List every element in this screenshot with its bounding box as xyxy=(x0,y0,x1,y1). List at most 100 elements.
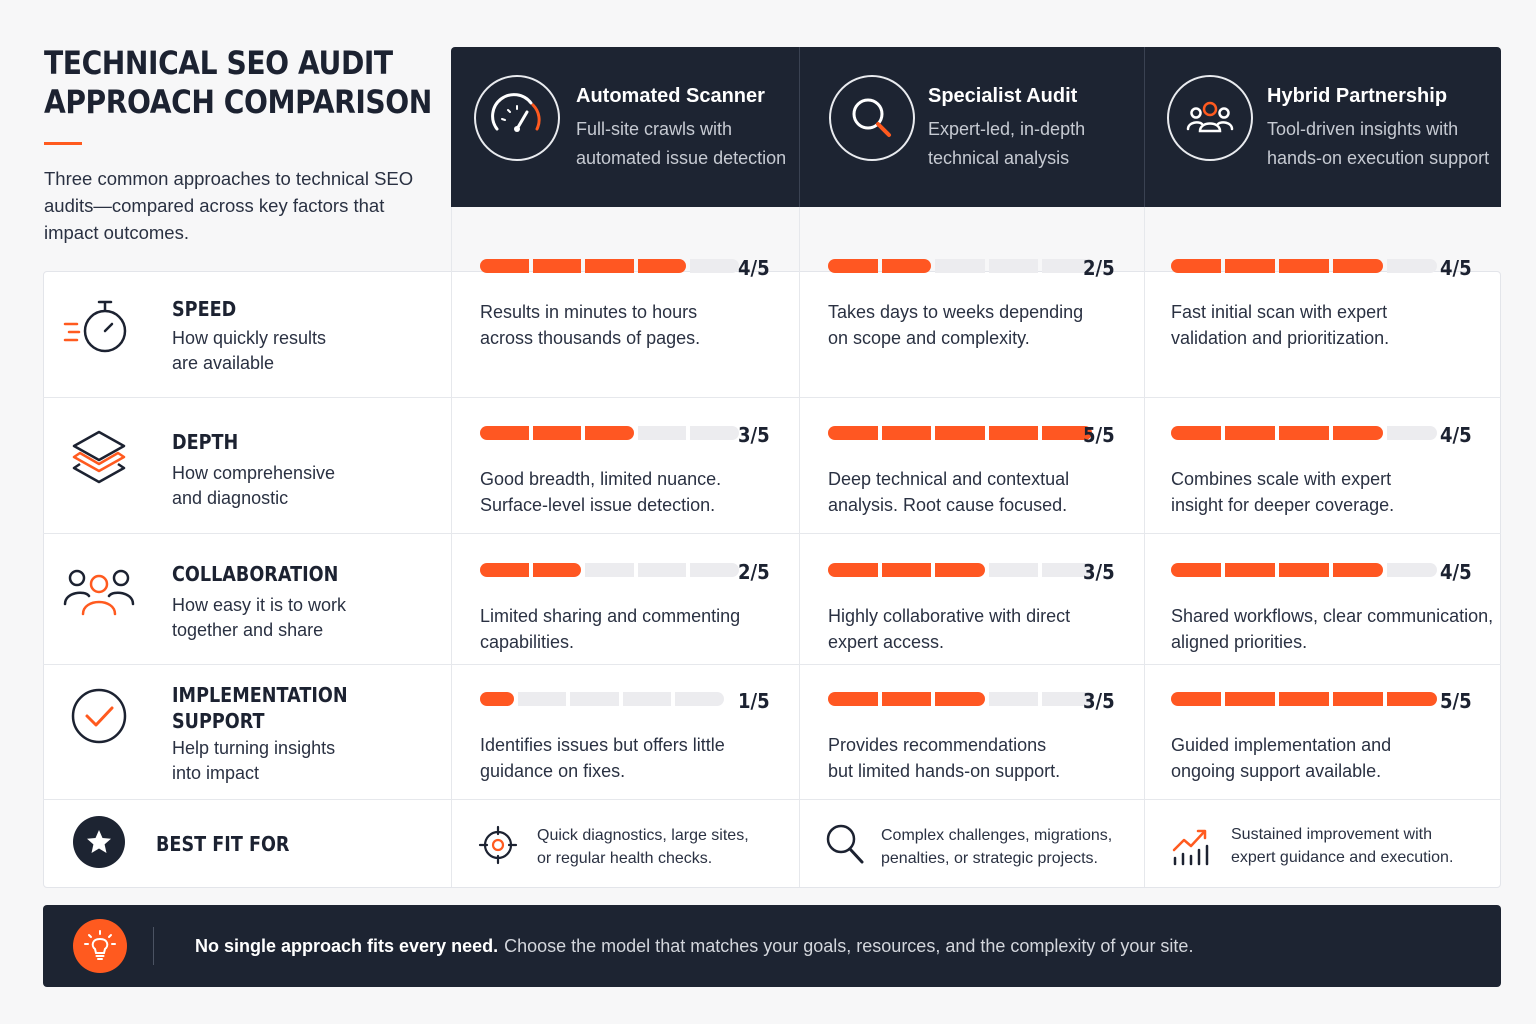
page-title: TECHNICAL SEO AUDIT APPROACH COMPARISON xyxy=(44,44,432,121)
comparison-table xyxy=(43,271,1501,888)
cell-description: Results in minutes to hours across thousa… xyxy=(480,302,701,348)
score-segment xyxy=(1225,692,1275,706)
score-segment xyxy=(637,426,686,440)
magnifier-icon xyxy=(829,75,915,161)
lightbulb-icon xyxy=(73,919,127,973)
score-segment xyxy=(1171,692,1221,706)
factor-speed-desc: How quickly results are available xyxy=(172,328,327,373)
factor-collaboration-desc: How easy it is to work together and shar… xyxy=(172,595,347,640)
score-segment xyxy=(1279,563,1329,577)
score-segment xyxy=(480,259,529,273)
column-divider xyxy=(451,207,452,887)
score-label: 3/5 xyxy=(738,423,770,447)
score-segment xyxy=(480,692,514,706)
score-segment xyxy=(881,426,931,440)
score-segment xyxy=(1225,563,1275,577)
title-accent-line xyxy=(44,142,82,145)
layers-icon xyxy=(62,428,136,490)
score-segment xyxy=(532,259,581,273)
column-divider xyxy=(799,207,800,887)
score-label: 1/5 xyxy=(738,689,770,713)
approach-header: Automated Scanner Full-site crawls with … xyxy=(451,47,1501,207)
score-bar-speed-hybrid xyxy=(1171,259,1437,273)
factor-implementation-title: IMPLEMENTATION SUPPORT xyxy=(172,683,348,733)
score-segment xyxy=(1171,563,1221,577)
score-segment xyxy=(480,426,529,440)
score-segment xyxy=(622,692,672,706)
page-subtitle: Three common approaches to technical SEO… xyxy=(44,168,414,243)
score-bar-collaboration-specialist xyxy=(828,563,1092,577)
score-bar-collaboration-automated xyxy=(480,563,739,577)
score-segment xyxy=(690,563,739,577)
score-segment xyxy=(1225,426,1275,440)
score-segment xyxy=(637,259,686,273)
best-fit-hybrid: Sustained improvement with expert guidan… xyxy=(1231,826,1454,866)
column-divider xyxy=(1144,207,1145,887)
growth-chart-icon xyxy=(1170,824,1214,873)
score-label: 4/5 xyxy=(1440,560,1472,584)
score-segment xyxy=(935,692,985,706)
score-segment xyxy=(1279,259,1329,273)
score-segment xyxy=(881,692,931,706)
cell-description: Provides recommendations but limited hand… xyxy=(828,735,1061,781)
score-bar-implementation-automated xyxy=(480,692,724,706)
score-segment xyxy=(1333,692,1383,706)
approach-hybrid-partnership: Hybrid Partnership Tool-driven insights … xyxy=(1144,47,1501,207)
team-icon xyxy=(1167,75,1253,161)
score-label: 5/5 xyxy=(1083,423,1115,447)
score-segment xyxy=(828,426,878,440)
approach-automated-scanner: Automated Scanner Full-site crawls with … xyxy=(451,47,799,207)
score-label: 4/5 xyxy=(1440,423,1472,447)
score-segment xyxy=(1042,426,1092,440)
best-fit-automated: Quick diagnostics, large sites, or regul… xyxy=(537,827,749,867)
score-label: 2/5 xyxy=(738,560,770,584)
factor-collaboration-title: COLLABORATION xyxy=(172,562,339,586)
check-circle-icon xyxy=(62,686,136,746)
score-bar-collaboration-hybrid xyxy=(1171,563,1437,577)
speedometer-icon xyxy=(474,75,560,161)
score-bar-speed-specialist xyxy=(828,259,1092,273)
score-label: 5/5 xyxy=(1440,689,1472,713)
score-segment xyxy=(1387,563,1437,577)
score-segment xyxy=(1387,692,1437,706)
row-divider xyxy=(43,397,1501,398)
score-label: 3/5 xyxy=(1083,689,1115,713)
score-segment xyxy=(988,692,1038,706)
score-segment xyxy=(1279,426,1329,440)
score-segment xyxy=(585,563,634,577)
score-label: 3/5 xyxy=(1083,560,1115,584)
score-bar-implementation-hybrid xyxy=(1171,692,1437,706)
score-segment xyxy=(1279,692,1329,706)
row-divider xyxy=(43,799,1501,800)
score-label: 2/5 xyxy=(1083,256,1115,280)
score-segment xyxy=(675,692,724,706)
score-bar-depth-hybrid xyxy=(1171,426,1437,440)
score-label: 4/5 xyxy=(738,256,770,280)
score-segment xyxy=(1387,259,1437,273)
score-segment xyxy=(988,426,1038,440)
score-segment xyxy=(828,259,878,273)
score-segment xyxy=(881,563,931,577)
cell-description: Identifies issues but offers little guida… xyxy=(480,735,725,781)
cell-description: Combines scale with expert insight for de… xyxy=(1171,469,1395,515)
score-segment xyxy=(1333,259,1383,273)
best-fit-title: BEST FIT FOR xyxy=(156,832,290,856)
factor-speed-title: SPEED xyxy=(172,297,237,321)
score-label: 4/5 xyxy=(1440,256,1472,280)
cell-description: Takes days to weeks depending on scope an… xyxy=(828,302,1084,348)
cell-description: Shared workflows, clear communication, al… xyxy=(1171,606,1494,652)
cell-description: Limited sharing and commenting capabiliti… xyxy=(480,606,741,652)
factor-implementation-desc: Help turning insights into impact xyxy=(172,738,336,783)
score-bar-depth-automated xyxy=(480,426,739,440)
stopwatch-icon xyxy=(62,298,136,358)
footer-divider xyxy=(153,927,154,965)
factor-depth-title: DEPTH xyxy=(172,430,239,454)
score-bar-implementation-specialist xyxy=(828,692,1092,706)
cell-description: Guided implementation and ongoing support… xyxy=(1171,735,1392,781)
score-segment xyxy=(1171,259,1221,273)
score-segment xyxy=(690,259,739,273)
score-segment xyxy=(881,259,931,273)
score-segment xyxy=(585,426,634,440)
score-segment xyxy=(1333,563,1383,577)
score-segment xyxy=(988,259,1038,273)
